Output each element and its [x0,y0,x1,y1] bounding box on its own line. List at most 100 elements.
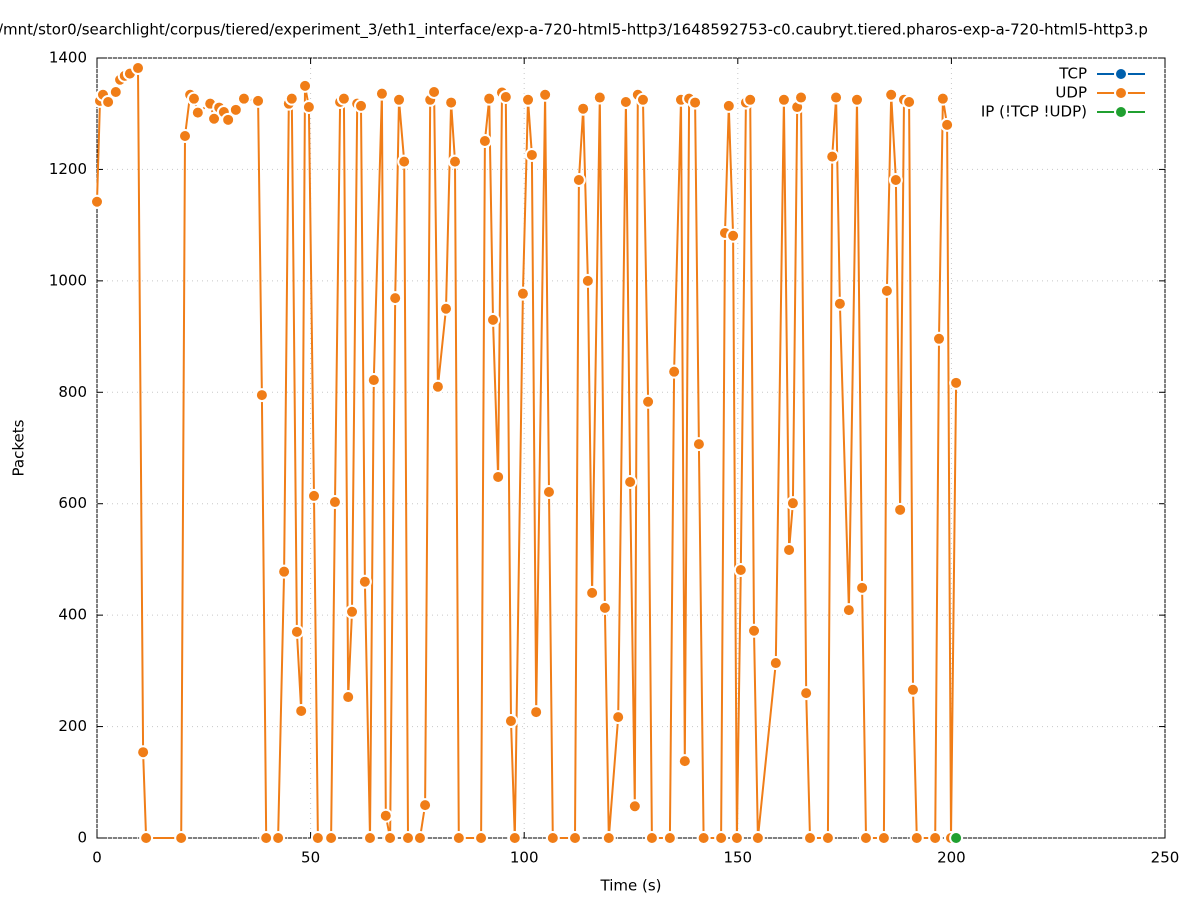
data-point [667,364,682,379]
data-point [207,111,222,126]
x-tick-label: 250 [1151,849,1180,867]
chart-title: /mnt/stor0/searchlight/corpus/tiered/exp… [0,21,1148,40]
data-point [928,831,943,845]
data-point [949,375,964,390]
y-tick-label: 1400 [49,49,87,67]
data-point [430,379,445,394]
data-point [592,90,607,105]
data-point [585,585,600,600]
data-point [601,831,616,845]
data-point [932,331,947,346]
data-point [858,831,873,845]
legend-swatch [1114,67,1128,81]
data-point [354,98,369,113]
legend-swatch [1114,105,1128,119]
data-point [345,604,360,619]
data-point [362,831,377,845]
data-point [571,173,586,188]
data-point [768,656,783,671]
data-point [721,98,736,113]
plot-border [96,57,1166,839]
data-point [782,542,797,557]
data-point [174,831,189,845]
y-tick-label: 200 [58,717,87,735]
data-point [515,286,530,301]
data-point [401,831,416,845]
data-point [498,90,513,104]
x-tick-label: 100 [510,849,539,867]
legend-label: IP (!TCP !UDP) [981,103,1087,121]
y-tick-label: 1200 [49,160,87,178]
y-tick-label: 600 [58,494,87,512]
x-tick-label: 200 [937,849,966,867]
data-point [893,502,908,517]
data-point [635,92,650,107]
data-point [521,92,536,107]
data-point [902,95,917,110]
data-point [905,682,920,697]
data-point [412,831,427,845]
data-point [580,273,595,288]
data-point [849,92,864,107]
data-point [451,831,466,845]
legend-swatch [1114,86,1128,100]
data-point [884,87,899,102]
data-point [568,831,583,845]
y-tick-label: 400 [58,606,87,624]
data-point [841,603,856,618]
legend-label: UDP [1055,84,1087,102]
data-point [251,93,266,108]
data-point [627,799,642,814]
data-point [383,831,398,845]
data-point [662,831,677,845]
data-point [392,92,407,107]
data-point [832,296,847,311]
data-point [611,710,626,725]
data-point [439,301,454,316]
data-point [726,228,741,243]
x-axis-label: Time (s) [600,877,662,895]
data-point [477,134,492,149]
x-tick-label: 50 [301,849,320,867]
y-tick-label: 0 [77,829,87,847]
data-point [641,394,656,409]
data-point [418,798,433,813]
data-point [298,78,313,93]
data-point [940,117,955,132]
data-point [888,173,903,188]
x-tick-label: 0 [92,849,102,867]
data-point [447,154,462,169]
data-point [491,469,506,484]
data-point [524,147,539,162]
data-point [503,714,518,728]
data-point [785,496,800,511]
data-point [190,105,205,120]
data-point [486,312,501,327]
data-point [374,86,389,101]
data-point [949,831,964,845]
data-point [623,474,638,489]
data-point [131,61,146,76]
data-point [545,831,560,845]
data-point [743,92,758,107]
data-point [427,84,442,99]
data-point [444,95,459,110]
data-point [108,84,123,99]
data-point [714,831,729,845]
data-point [259,831,274,845]
data-point [876,831,891,845]
data-point [802,831,817,845]
data-point [529,705,544,720]
data-point [729,831,744,845]
data-point [284,91,299,106]
data-point [90,194,104,209]
data-point [747,623,762,638]
data-point [750,831,765,845]
data-point [236,91,251,106]
data-point [327,495,342,510]
data-point [289,624,304,639]
data-point [294,703,309,718]
data-point [776,92,791,107]
y-axis-label: Packets [10,419,28,476]
data-point [271,831,286,845]
